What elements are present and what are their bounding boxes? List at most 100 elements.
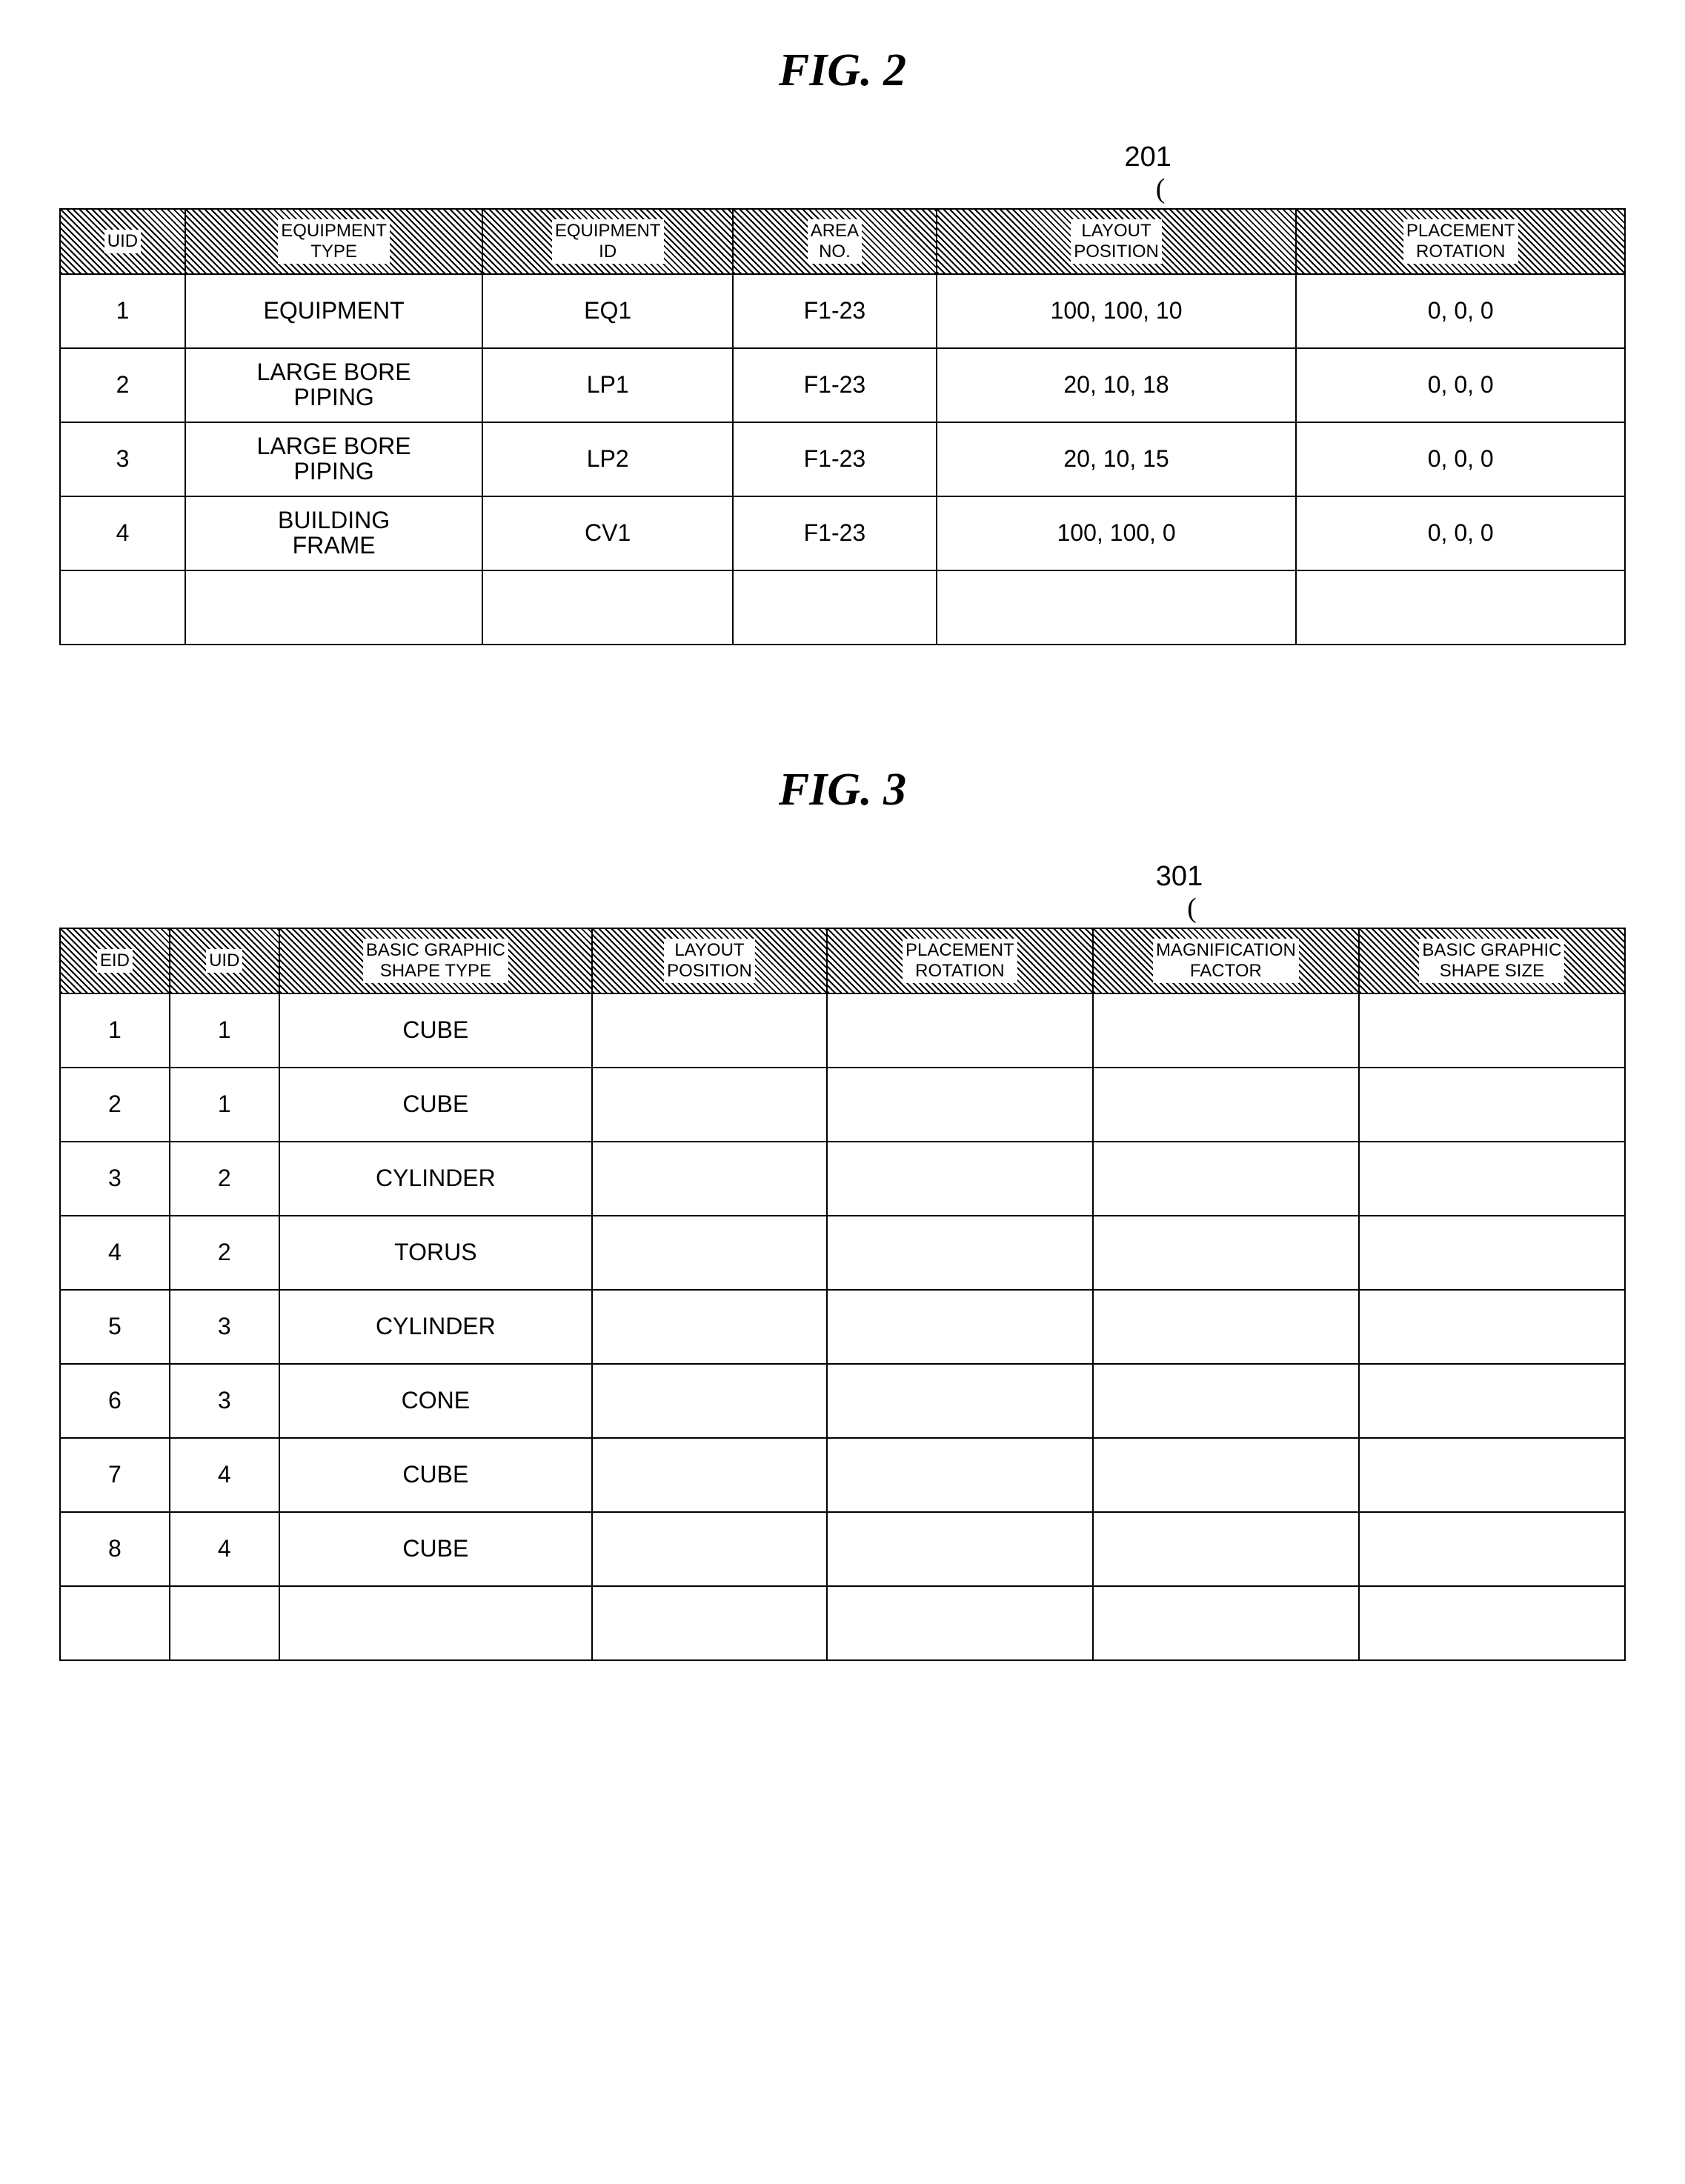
table-cell — [592, 1068, 827, 1142]
table-cell — [1093, 1438, 1359, 1512]
table-cell: CYLINDER — [279, 1290, 592, 1364]
table-row: 3LARGE BOREPIPINGLP2F1-2320, 10, 150, 0,… — [60, 422, 1625, 496]
table-cell: 2 — [60, 1068, 170, 1142]
column-header: UID — [60, 209, 185, 274]
table-cell — [1093, 1512, 1359, 1586]
table-cell: 0, 0, 0 — [1296, 274, 1625, 348]
table-cell: CUBE — [279, 1068, 592, 1142]
table-cell — [1359, 1586, 1625, 1660]
table-cell — [592, 1216, 827, 1290]
figure-3-block: FIG. 3 301 ( EIDUIDBASIC GRAPHICSHAPE TY… — [59, 764, 1626, 1661]
column-header: BASIC GRAPHICSHAPE SIZE — [1359, 928, 1625, 993]
table-row: 53CYLINDER — [60, 1290, 1625, 1364]
table-cell — [1296, 570, 1625, 645]
table-cell — [733, 570, 937, 645]
table-cell — [592, 1290, 827, 1364]
figure-2-table: UIDEQUIPMENTTYPEEQUIPMENTIDAREANO.LAYOUT… — [59, 208, 1626, 645]
table-cell — [827, 1068, 1093, 1142]
table-cell: 100, 100, 0 — [937, 496, 1297, 570]
table-cell: 1 — [60, 274, 185, 348]
column-header: BASIC GRAPHICSHAPE TYPE — [279, 928, 592, 993]
column-header: AREANO. — [733, 209, 937, 274]
table-cell: F1-23 — [733, 274, 937, 348]
table-cell: 7 — [60, 1438, 170, 1512]
table-cell: 3 — [170, 1364, 279, 1438]
table-cell: 2 — [60, 348, 185, 422]
table-cell: 4 — [170, 1512, 279, 1586]
table-row: 42TORUS — [60, 1216, 1625, 1290]
table-cell — [1359, 1512, 1625, 1586]
table-cell: TORUS — [279, 1216, 592, 1290]
table-cell: LARGE BOREPIPING — [185, 348, 482, 422]
table-cell: 3 — [60, 422, 185, 496]
table-cell: 5 — [60, 1290, 170, 1364]
table-cell: CYLINDER — [279, 1142, 592, 1216]
table-cell: LP1 — [482, 348, 733, 422]
table-cell — [592, 993, 827, 1068]
figure-2-callout-row: 201 ( — [59, 142, 1626, 208]
table-cell — [1359, 1290, 1625, 1364]
table-cell — [1093, 1290, 1359, 1364]
table-cell — [1359, 1142, 1625, 1216]
figure-3-callout-hook: ( — [1187, 892, 1197, 925]
table-cell — [592, 1438, 827, 1512]
table-cell: 2 — [170, 1142, 279, 1216]
table-cell — [185, 570, 482, 645]
table-cell — [827, 1586, 1093, 1660]
table-cell — [60, 570, 185, 645]
table-cell: F1-23 — [733, 348, 937, 422]
table-cell: CONE — [279, 1364, 592, 1438]
table-cell — [1359, 1068, 1625, 1142]
table-cell: 0, 0, 0 — [1296, 422, 1625, 496]
table-cell: 4 — [60, 496, 185, 570]
table-cell — [60, 1586, 170, 1660]
column-header: PLACEMENTROTATION — [827, 928, 1093, 993]
table-cell — [1093, 1216, 1359, 1290]
column-header: EQUIPMENTTYPE — [185, 209, 482, 274]
table-cell: 0, 0, 0 — [1296, 496, 1625, 570]
table-cell — [1359, 1438, 1625, 1512]
table-cell: CUBE — [279, 993, 592, 1068]
table-cell — [170, 1586, 279, 1660]
table-cell: 6 — [60, 1364, 170, 1438]
column-header: PLACEMENTROTATION — [1296, 209, 1625, 274]
column-header: LAYOUTPOSITION — [592, 928, 827, 993]
table-cell: F1-23 — [733, 496, 937, 570]
column-header: LAYOUTPOSITION — [937, 209, 1297, 274]
column-header: EID — [60, 928, 170, 993]
figure-2-callout-hook: ( — [1156, 173, 1166, 205]
table-cell: 3 — [170, 1290, 279, 1364]
table-cell — [482, 570, 733, 645]
table-cell — [827, 1438, 1093, 1512]
table-row: 32CYLINDER — [60, 1142, 1625, 1216]
table-cell: 3 — [60, 1142, 170, 1216]
table-cell: 1 — [170, 993, 279, 1068]
figure-3-callout-row: 301 ( — [59, 861, 1626, 928]
column-header: UID — [170, 928, 279, 993]
table-row: 1EQUIPMENTEQ1F1-23100, 100, 100, 0, 0 — [60, 274, 1625, 348]
column-header: MAGNIFICATIONFACTOR — [1093, 928, 1359, 993]
table-cell: EQUIPMENT — [185, 274, 482, 348]
table-cell: 0, 0, 0 — [1296, 348, 1625, 422]
table-cell: 8 — [60, 1512, 170, 1586]
table-cell: 100, 100, 10 — [937, 274, 1297, 348]
table-cell — [1359, 1364, 1625, 1438]
table-cell — [827, 1216, 1093, 1290]
table-cell: CV1 — [482, 496, 733, 570]
table-cell — [1359, 1216, 1625, 1290]
table-cell: LP2 — [482, 422, 733, 496]
table-row: 84CUBE — [60, 1512, 1625, 1586]
table-cell — [279, 1586, 592, 1660]
table-cell — [827, 993, 1093, 1068]
table-cell — [1093, 1586, 1359, 1660]
table-row: 74CUBE — [60, 1438, 1625, 1512]
table-cell — [1359, 993, 1625, 1068]
table-cell — [1093, 1068, 1359, 1142]
figure-3-table: EIDUIDBASIC GRAPHICSHAPE TYPELAYOUTPOSIT… — [59, 928, 1626, 1661]
figure-2-title: FIG. 2 — [59, 44, 1626, 97]
figure-3-callout-number: 301 — [1156, 861, 1203, 893]
table-cell — [827, 1290, 1093, 1364]
table-cell — [592, 1364, 827, 1438]
table-cell: 1 — [60, 993, 170, 1068]
table-cell — [937, 570, 1297, 645]
